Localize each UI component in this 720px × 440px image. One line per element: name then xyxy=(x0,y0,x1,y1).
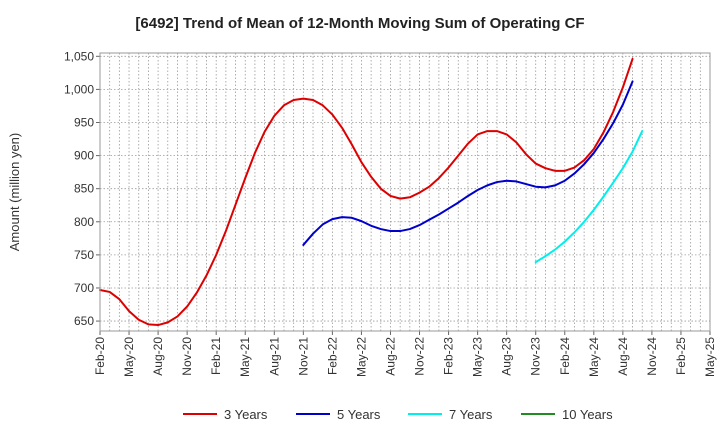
y-tick-label: 800 xyxy=(74,215,94,229)
series-line-3-years xyxy=(99,57,634,327)
y-tick-label: 1,050 xyxy=(64,49,94,63)
x-tick-label: Nov-22 xyxy=(413,337,427,376)
x-tick-label: May-23 xyxy=(471,337,485,377)
y-tick-label: 700 xyxy=(74,281,94,295)
x-tick-label: Feb-22 xyxy=(325,337,339,375)
x-tick-label: Aug-20 xyxy=(151,337,165,376)
x-tick-label: Feb-20 xyxy=(93,337,107,375)
x-tick-label: Aug-22 xyxy=(383,337,397,376)
x-tick-label: Aug-23 xyxy=(500,337,514,376)
y-tick-label: 1,000 xyxy=(64,82,94,96)
legend: 3 Years 5 Years 7 Years 10 Years xyxy=(183,407,613,422)
y-tick-label: 750 xyxy=(74,248,94,262)
x-tick-label: May-25 xyxy=(703,337,717,377)
chart-title: [6492] Trend of Mean of 12-Month Moving … xyxy=(135,15,584,32)
y-axis-ticks: 650 700 750 800 850 900 950 1,000 1,050 xyxy=(64,49,100,328)
y-tick-label: 650 xyxy=(74,314,94,328)
x-tick-label: May-20 xyxy=(122,337,136,377)
x-tick-label: May-24 xyxy=(587,337,601,377)
x-tick-label: May-21 xyxy=(238,337,252,377)
y-tick-label: 900 xyxy=(74,149,94,163)
plot-frame xyxy=(99,52,711,332)
series-line-5-years xyxy=(302,80,634,246)
x-axis-ticks: Feb-20 May-20 Aug-20 Nov-20 Feb-21 May-21 Aug-… xyxy=(93,331,717,377)
x-tick-label: Nov-20 xyxy=(180,337,194,376)
y-axis-label: Amount (million yen) xyxy=(7,133,22,252)
legend-label-10-years: 10 Years xyxy=(562,407,613,422)
y-tick-label: 850 xyxy=(74,182,94,196)
x-tick-label: Aug-21 xyxy=(267,337,281,376)
series-line-7-years xyxy=(534,130,644,264)
x-tick-label: Feb-25 xyxy=(674,337,688,375)
series-lines xyxy=(99,57,644,327)
grid xyxy=(100,53,710,331)
x-tick-label: Feb-24 xyxy=(558,337,572,375)
x-tick-label: Nov-21 xyxy=(296,337,310,376)
legend-label-7-years: 7 Years xyxy=(449,407,493,422)
x-tick-label: May-22 xyxy=(354,337,368,377)
legend-label-5-years: 5 Years xyxy=(337,407,381,422)
x-tick-label: Nov-23 xyxy=(529,337,543,376)
x-tick-label: Feb-23 xyxy=(442,337,456,375)
x-tick-label: Aug-24 xyxy=(616,337,630,376)
legend-label-3-years: 3 Years xyxy=(224,407,268,422)
x-tick-label: Nov-24 xyxy=(645,337,659,376)
y-tick-label: 950 xyxy=(74,116,94,130)
x-tick-label: Feb-21 xyxy=(209,337,223,375)
